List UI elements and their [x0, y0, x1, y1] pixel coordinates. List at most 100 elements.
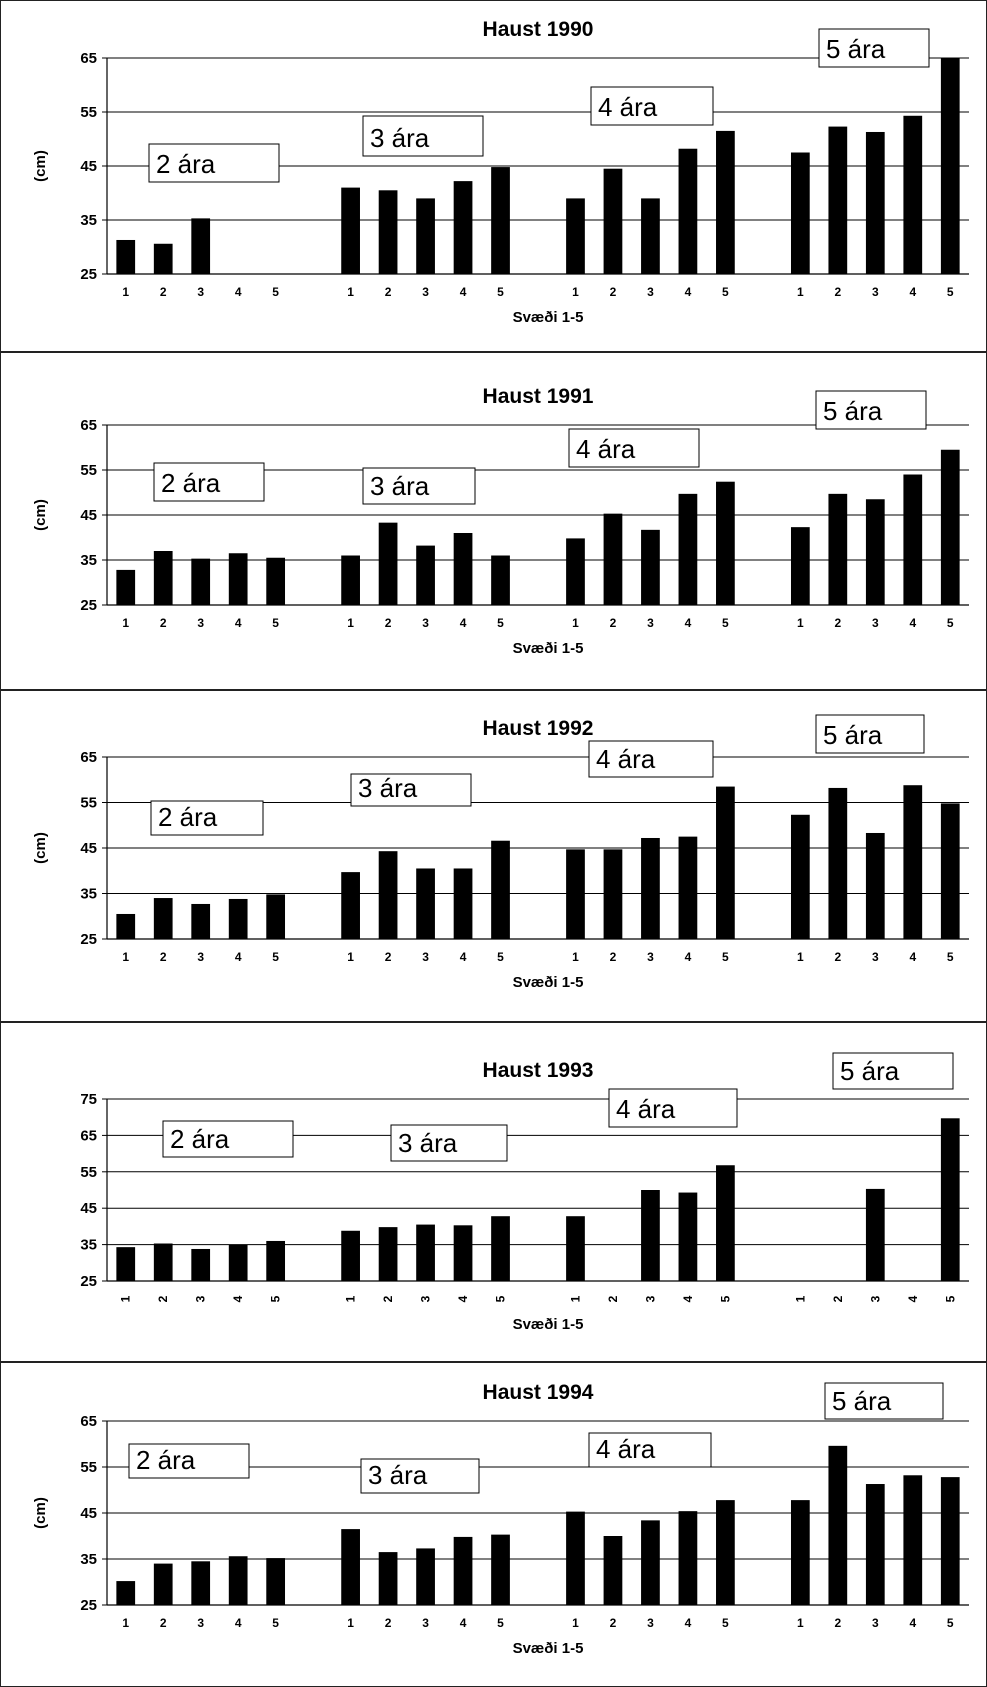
x-tick-label: 4 [685, 950, 692, 964]
x-tick-label: 3 [197, 285, 204, 299]
bar [416, 545, 435, 605]
x-tick-label: 4 [909, 950, 916, 964]
y-tick-label: 45 [80, 507, 97, 524]
x-tick-label: 2 [381, 1295, 395, 1302]
x-tick-label: 3 [643, 1295, 657, 1302]
bar [566, 1216, 585, 1281]
bar [678, 148, 698, 274]
x-tick-label: 3 [872, 616, 879, 630]
x-tick-label: 5 [272, 285, 279, 299]
group-label-frame [350, 773, 472, 807]
chart-panel: Haust 1990 25 35 45 55 65 (cm) 1 2 3 4 5 1 2 3 4 5 1 2 3 4 5 1… [0, 0, 987, 352]
group-label-frame [390, 1124, 508, 1162]
bar [228, 1244, 248, 1281]
group-label-box: 2 ára [128, 1443, 250, 1479]
bar [603, 513, 623, 605]
y-tick-label: 25 [80, 597, 97, 614]
x-axis-label: Svæði 1-5 [513, 974, 584, 991]
bar [603, 168, 623, 274]
x-tick-label: 2 [160, 950, 167, 964]
x-tick-label: 5 [497, 1616, 504, 1630]
bar [191, 1561, 211, 1605]
bar [903, 1475, 923, 1605]
bar [416, 868, 435, 939]
chart-title: Haust 1992 [483, 717, 594, 740]
x-tick-label: 2 [160, 1616, 167, 1630]
x-tick-label: 1 [572, 616, 579, 630]
y-tick-label: 45 [80, 158, 97, 175]
bar [153, 898, 173, 939]
x-tick-label: 2 [831, 1295, 845, 1302]
bar [416, 1548, 435, 1605]
x-tick-label: 2 [160, 616, 167, 630]
group-label-box: 2 ára [148, 143, 280, 183]
x-tick-label: 5 [722, 285, 729, 299]
group-label: 4 ára [598, 92, 658, 122]
y-tick-label: 65 [80, 1413, 97, 1430]
bar [865, 499, 885, 605]
group-label-box: 3 ára [362, 467, 476, 505]
group-label-frame [588, 740, 714, 778]
x-tick-label: 5 [272, 1616, 279, 1630]
bar [341, 1230, 360, 1281]
x-axis-label: Svæði 1-5 [513, 1316, 584, 1333]
group-label-box: 5 ára [815, 714, 925, 754]
bar [266, 894, 286, 939]
bar [153, 243, 173, 274]
y-tick-label: 55 [80, 104, 97, 121]
x-tick-label: 2 [156, 1295, 170, 1302]
x-tick-label: 2 [834, 285, 841, 299]
bar [641, 198, 660, 274]
bar [940, 1118, 960, 1281]
group-label-frame [815, 714, 925, 754]
x-tick-label: 2 [834, 1616, 841, 1630]
group-label: 3 ára [358, 773, 418, 803]
bar [865, 832, 885, 939]
group-label-box: 4 ára [568, 428, 700, 468]
x-tick-label: 1 [793, 1295, 807, 1302]
bar [903, 115, 923, 274]
chart-panel: Haust 1991 25 35 45 55 65 (cm) 1 2 3 4 5 1 2 3 4 5 1 2 3 4 5 1… [0, 352, 987, 690]
bar [341, 555, 360, 605]
bar [416, 1224, 435, 1281]
bar [566, 538, 585, 605]
x-tick-label: 2 [385, 950, 392, 964]
group-label-frame [150, 800, 264, 836]
group-label-box: 5 ára [832, 1052, 954, 1090]
x-tick-label: 4 [235, 950, 242, 964]
bar [228, 1556, 248, 1605]
group-label-frame [590, 86, 714, 126]
bar [641, 837, 660, 939]
x-axis-label: Svæði 1-5 [513, 640, 584, 657]
y-tick-label: 45 [80, 1505, 97, 1522]
bar [641, 529, 660, 605]
bar [378, 1552, 398, 1605]
bar [865, 1188, 885, 1281]
bar [453, 1536, 473, 1605]
group-label: 3 ára [368, 1460, 428, 1490]
group-label: 5 ára [826, 34, 886, 64]
bar [903, 785, 923, 939]
bar [378, 190, 398, 274]
chart-panel: Haust 1993 25 35 45 55 65 75 1 2 3 4 5 1 2 3 4 5 1 2 3 4 5 1 2 3… [0, 1022, 987, 1362]
x-tick-label: 1 [347, 950, 354, 964]
group-label-frame [818, 28, 930, 68]
x-tick-label: 1 [344, 1295, 358, 1302]
group-label: 4 ára [576, 434, 636, 464]
group-label-frame [815, 390, 927, 430]
bar [116, 1247, 136, 1281]
bar [603, 1536, 623, 1605]
x-tick-label: 2 [610, 285, 617, 299]
bar [453, 181, 473, 274]
x-tick-label: 3 [422, 616, 429, 630]
y-axis-label: (cm) [32, 150, 49, 182]
group-label-box: 5 ára [815, 390, 927, 430]
group-label-frame [362, 467, 476, 505]
bar [940, 1477, 960, 1605]
